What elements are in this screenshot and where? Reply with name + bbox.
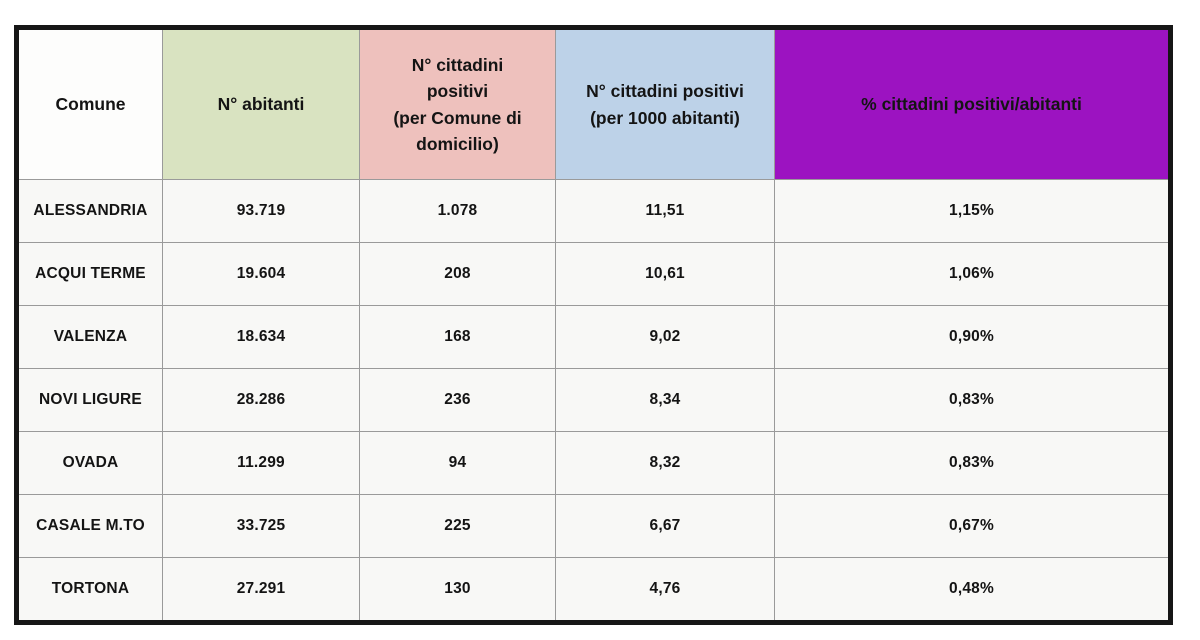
- cell-positivi: 94: [359, 431, 556, 495]
- cell-per1000: 4,76: [555, 557, 775, 623]
- covid-statistics-table: Comune N° abitanti N° cittadini positivi…: [14, 25, 1173, 625]
- cell-positivi: 130: [359, 557, 556, 623]
- cell-pct: 0,67%: [774, 494, 1171, 558]
- cell-pct: 1,06%: [774, 242, 1171, 306]
- cell-positivi: 225: [359, 494, 556, 558]
- cell-per1000: 8,32: [555, 431, 775, 495]
- cell-abitanti: 27.291: [162, 557, 360, 623]
- cell-comune: NOVI LIGURE: [16, 368, 163, 432]
- cell-comune: ALESSANDRIA: [16, 179, 163, 243]
- statistics-table-frame: Comune N° abitanti N° cittadini positivi…: [14, 25, 1173, 625]
- cell-positivi: 168: [359, 305, 556, 369]
- table-row: VALENZA 18.634 168 9,02 0,90%: [16, 305, 1171, 369]
- header-cell-abitanti: N° abitanti: [162, 27, 360, 180]
- cell-abitanti: 18.634: [162, 305, 360, 369]
- cell-per1000: 8,34: [555, 368, 775, 432]
- cell-pct: 0,83%: [774, 368, 1171, 432]
- cell-comune: VALENZA: [16, 305, 163, 369]
- cell-positivi: 1.078: [359, 179, 556, 243]
- cell-comune: OVADA: [16, 431, 163, 495]
- cell-per1000: 9,02: [555, 305, 775, 369]
- header-row: Comune N° abitanti N° cittadini positivi…: [16, 27, 1171, 180]
- cell-comune: TORTONA: [16, 557, 163, 623]
- header-cell-pct-positivi: % cittadini positivi/abitanti: [774, 27, 1171, 180]
- cell-per1000: 10,61: [555, 242, 775, 306]
- table-row: ACQUI TERME 19.604 208 10,61 1,06%: [16, 242, 1171, 306]
- cell-abitanti: 93.719: [162, 179, 360, 243]
- header-cell-comune: Comune: [16, 27, 163, 180]
- cell-per1000: 11,51: [555, 179, 775, 243]
- cell-pct: 0,83%: [774, 431, 1171, 495]
- cell-comune: CASALE M.TO: [16, 494, 163, 558]
- cell-per1000: 6,67: [555, 494, 775, 558]
- header-cell-positivi-domicilio: N° cittadini positivi (per Comune di dom…: [359, 27, 556, 180]
- cell-comune: ACQUI TERME: [16, 242, 163, 306]
- header-cell-positivi-per-1000: N° cittadini positivi (per 1000 abitanti…: [555, 27, 775, 180]
- table-row: ALESSANDRIA 93.719 1.078 11,51 1,15%: [16, 179, 1171, 243]
- table-row: TORTONA 27.291 130 4,76 0,48%: [16, 557, 1171, 623]
- table-row: OVADA 11.299 94 8,32 0,83%: [16, 431, 1171, 495]
- cell-pct: 0,90%: [774, 305, 1171, 369]
- table-body: ALESSANDRIA 93.719 1.078 11,51 1,15% ACQ…: [16, 179, 1171, 623]
- cell-positivi: 208: [359, 242, 556, 306]
- cell-abitanti: 28.286: [162, 368, 360, 432]
- cell-abitanti: 11.299: [162, 431, 360, 495]
- cell-pct: 0,48%: [774, 557, 1171, 623]
- table-row: NOVI LIGURE 28.286 236 8,34 0,83%: [16, 368, 1171, 432]
- cell-abitanti: 19.604: [162, 242, 360, 306]
- cell-abitanti: 33.725: [162, 494, 360, 558]
- table-header: Comune N° abitanti N° cittadini positivi…: [16, 27, 1171, 180]
- table-row: CASALE M.TO 33.725 225 6,67 0,67%: [16, 494, 1171, 558]
- cell-positivi: 236: [359, 368, 556, 432]
- cell-pct: 1,15%: [774, 179, 1171, 243]
